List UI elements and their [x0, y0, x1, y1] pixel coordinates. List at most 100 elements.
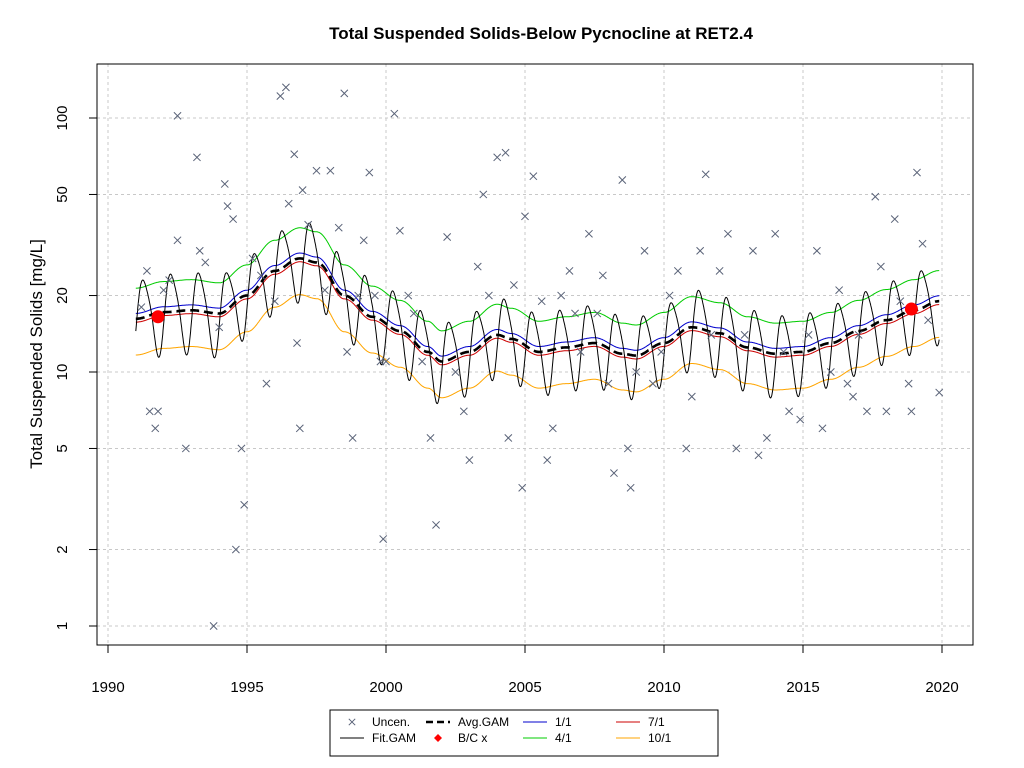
uncen-point [376, 357, 385, 366]
legend-label: 4/1 [555, 731, 572, 745]
uncen-point [913, 168, 921, 177]
series-10-1-line [135, 294, 940, 399]
uncen-point [493, 153, 502, 162]
y-tick-label: 5 [54, 444, 71, 452]
uncen-point [924, 316, 933, 325]
uncen-point [348, 433, 357, 442]
uncen-point [604, 379, 613, 388]
legend: Uncen. Avg.GAM 1/1 7/1 Fit.GAM B/C x 4/1 10/1 [329, 709, 719, 757]
uncen-point [334, 223, 343, 232]
uncen-point [418, 357, 427, 366]
uncen-point [882, 407, 891, 416]
uncen-point [426, 433, 435, 442]
uncen-point [723, 229, 732, 238]
uncen-point [907, 407, 916, 416]
uncen-point [215, 323, 224, 332]
y-axis-label: Total Suspended Solids [mg/L] [27, 239, 46, 469]
uncen-point [576, 347, 585, 356]
y-tick-label: 100 [54, 105, 71, 130]
uncen-point [571, 309, 579, 318]
uncen-point [193, 153, 201, 162]
uncen-point [484, 291, 493, 300]
uncen-point [665, 291, 674, 300]
bc-points [151, 302, 918, 324]
uncen-point [195, 246, 204, 255]
uncen-point [354, 291, 363, 300]
x-axis: 1990 1995 2000 2005 2010 2015 2020 [91, 644, 959, 696]
uncen-point [276, 92, 285, 101]
uncen-point [715, 266, 724, 275]
uncen-point [623, 444, 632, 453]
x-tick-label: 1995 [230, 679, 263, 696]
legend-box [329, 709, 719, 757]
uncen-point [237, 444, 246, 453]
x-tick-label: 1990 [91, 679, 124, 696]
uncen-point [159, 286, 168, 295]
uncen-point [220, 179, 229, 188]
uncen-point [365, 168, 374, 177]
uncen-point [501, 148, 510, 157]
x-tick-label: 2010 [647, 679, 680, 696]
uncen-point [229, 215, 238, 224]
legend-label: Fit.GAM [372, 731, 416, 745]
uncen-point [687, 392, 696, 401]
uncen-point [548, 424, 557, 433]
y-tick-label: 10 [54, 364, 71, 381]
uncen-point [312, 166, 321, 175]
uncen-point [812, 246, 821, 255]
uncen-point [673, 266, 682, 275]
uncen-point [451, 368, 460, 376]
uncen-point [240, 500, 249, 509]
chart-title: Total Suspended Solids-Below Pycnocline … [329, 24, 753, 43]
uncen-point [598, 271, 607, 280]
uncen-point [290, 150, 299, 159]
legend-label: Uncen. [372, 715, 410, 729]
uncen-point [173, 111, 182, 120]
uncen-point [918, 239, 927, 248]
uncen-point [626, 483, 635, 492]
uncen-point [707, 330, 716, 339]
uncen-point [390, 109, 399, 118]
x-tick-label: 2020 [925, 679, 958, 696]
uncen-point [465, 456, 474, 465]
uncen-point [565, 266, 574, 275]
uncen-point [256, 271, 265, 280]
uncen-point [284, 199, 293, 208]
y-tick-label: 1 [54, 622, 71, 630]
uncen-point [479, 190, 488, 199]
uncen-point [443, 233, 452, 241]
y-tick-label: 50 [54, 186, 71, 203]
uncen-point [771, 229, 780, 238]
uncen-point [262, 379, 271, 388]
uncen-point [432, 520, 440, 529]
uncen-point [382, 357, 390, 366]
uncen-point [640, 246, 649, 255]
uncen-point [862, 407, 871, 416]
uncen-point [557, 291, 566, 300]
uncen-point [876, 262, 885, 271]
uncen-point [537, 297, 546, 306]
legend-label: 1/1 [555, 715, 572, 729]
series-7-1-line [135, 261, 940, 366]
uncen-point [504, 433, 513, 442]
uncen-point [518, 483, 527, 492]
uncen-point [270, 297, 279, 306]
bc-point [151, 310, 165, 324]
uncen-point [543, 456, 552, 465]
data-points [137, 83, 944, 630]
uncen-point [173, 236, 182, 245]
uncen-point [648, 379, 657, 388]
uncen-point [223, 202, 232, 211]
uncen-point [696, 246, 705, 255]
uncen-point [145, 407, 154, 416]
uncen-point [871, 192, 880, 201]
uncen-point [409, 309, 418, 318]
uncen-point [154, 407, 162, 416]
uncen-point [904, 379, 913, 388]
series-1-1-line [135, 252, 940, 357]
x-tick-label: 2005 [508, 679, 541, 696]
uncen-point [521, 212, 529, 221]
uncen-point [849, 392, 857, 401]
legend-label: Avg.GAM [458, 715, 509, 729]
